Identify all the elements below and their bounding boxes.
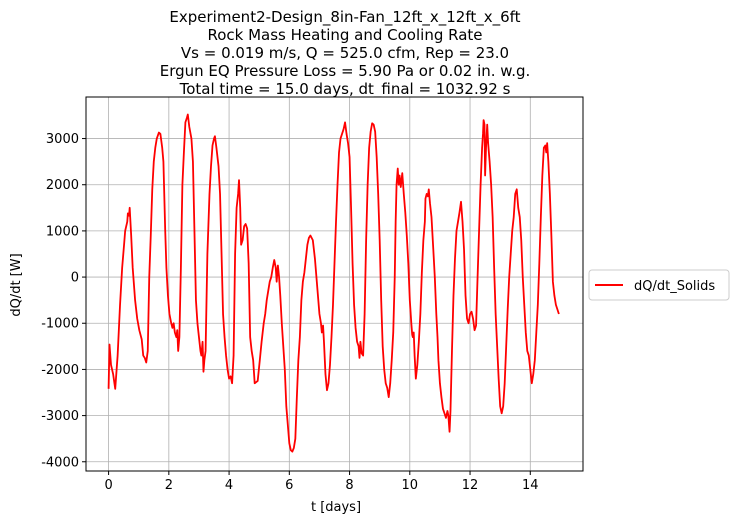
y-tick-label: -2000	[41, 363, 79, 378]
legend-label: dQ/dt_Solids	[634, 279, 715, 294]
chart-title: Experiment2-Design_8in-Fan_12ft_x_12ft_x…	[160, 8, 531, 99]
y-tick-label: 2000	[46, 178, 79, 193]
y-tick-label: 1000	[46, 224, 79, 239]
series-layer	[107, 113, 560, 453]
plot-frame	[85, 96, 584, 472]
title-line-2: Rock Mass Heating and Cooling Rate	[207, 26, 482, 44]
x-axis-label: t [days]	[311, 500, 361, 515]
x-tick-label: 4	[225, 478, 233, 493]
y-axis-label: dQ/dt [W]	[9, 253, 24, 316]
y-axis: -4000 -3000 -2000 -1000 0 1000 2000 3000	[41, 132, 86, 470]
y-tick-label: 3000	[46, 132, 79, 147]
series-line-dq-dt-solids	[107, 113, 560, 453]
title-line-1: Experiment2-Design_8in-Fan_12ft_x_12ft_x…	[169, 8, 520, 27]
title-line-4: Ergun EQ Pressure Loss = 5.90 Pa or 0.02…	[160, 62, 531, 80]
title-line-5: Total time = 15.0 days, dt_final = 1032.…	[179, 80, 511, 99]
x-tick-label: 0	[104, 478, 112, 493]
y-tick-label: -1000	[41, 317, 79, 332]
legend: dQ/dt_Solids	[588, 269, 730, 301]
x-tick-label: 14	[522, 478, 539, 493]
y-tick-label: 0	[71, 271, 79, 286]
legend-box	[588, 269, 730, 301]
x-tick-label: 6	[285, 478, 293, 493]
title-line-3: Vs = 0.019 m/s, Q = 525.0 cfm, Rep = 23.…	[181, 44, 509, 62]
y-tick-label: -4000	[41, 455, 79, 470]
x-axis: 0 2 4 6 8 10 12 14	[104, 471, 539, 493]
x-tick-label: 10	[402, 478, 419, 493]
x-tick-label: 12	[462, 478, 479, 493]
y-tick-label: -3000	[41, 409, 79, 424]
x-tick-label: 2	[165, 478, 173, 493]
x-tick-label: 8	[345, 478, 353, 493]
